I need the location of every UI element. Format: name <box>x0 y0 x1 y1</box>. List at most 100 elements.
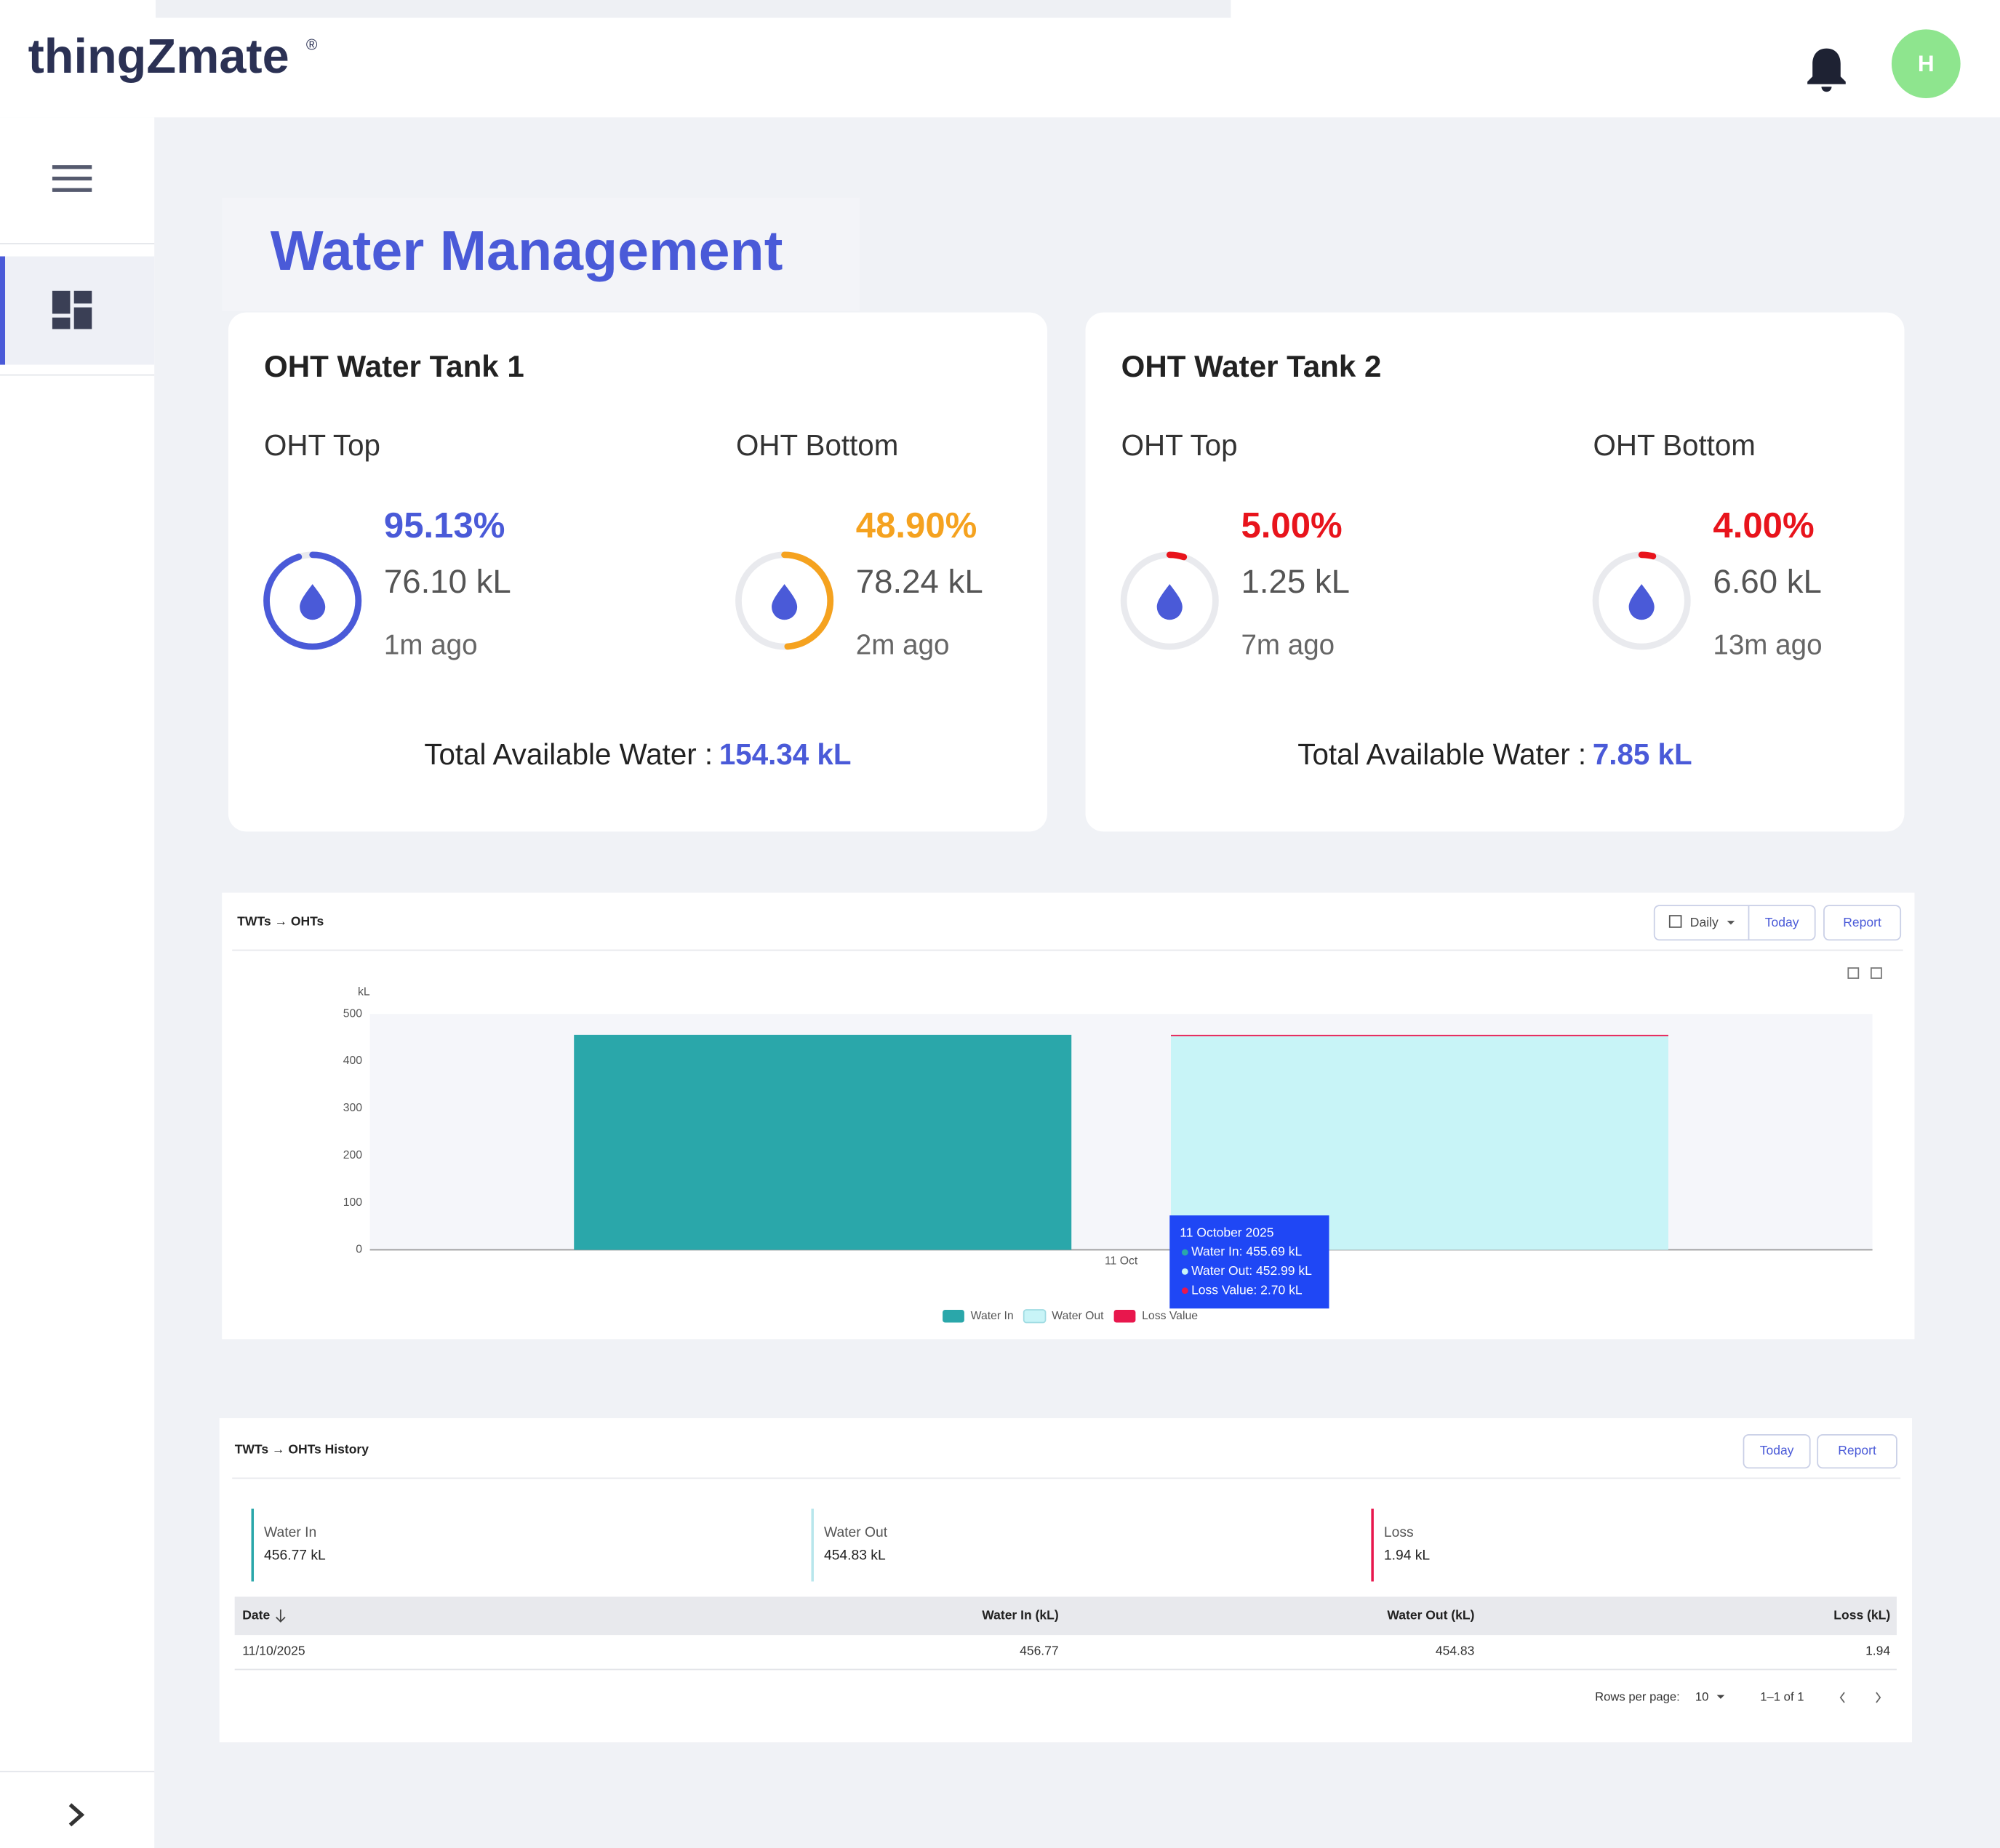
y-tick-label: 0 <box>356 1244 362 1256</box>
title-box <box>222 197 860 311</box>
column-header: Loss (kL) <box>1833 1607 1890 1622</box>
chart-title: TWTs → OHTs <box>237 913 324 928</box>
sidebar <box>0 117 155 1848</box>
y-tick-label: 100 <box>343 1196 363 1209</box>
report-button[interactable] <box>1823 905 1902 941</box>
summary-bar <box>251 1508 255 1582</box>
summary-label: Loss <box>1384 1525 1414 1540</box>
table-cell: 1.94 <box>1865 1644 1890 1658</box>
tooltip <box>1169 1215 1329 1309</box>
rows-per-page[interactable]: 10 <box>1695 1689 1709 1703</box>
period-group <box>1653 905 1816 941</box>
total-value: 154.34 kL <box>719 737 852 771</box>
sort-icon[interactable] <box>276 1609 286 1623</box>
summary-bar <box>811 1508 814 1582</box>
sensor-label: OHT Top <box>1121 428 1238 462</box>
bar <box>1171 1036 1669 1250</box>
caret <box>1727 921 1735 925</box>
tooltip-line: Water In: 455.69 kL <box>1191 1244 1302 1259</box>
legend-label: Water Out <box>1052 1310 1104 1322</box>
chart-layer: 0 100 200 300 400 500 11 Oct Water In Water Out L… <box>343 1007 1873 1324</box>
column-header: Water Out (kL) <box>1387 1607 1474 1622</box>
tooltip-line: Loss Value: 2.70 kL <box>1191 1282 1303 1297</box>
report-button[interactable] <box>1817 1433 1897 1469</box>
avatar-initial: H <box>1918 50 1935 76</box>
sensor-label: OHT Bottom <box>1593 428 1756 462</box>
today-button[interactable]: Today <box>1765 915 1799 929</box>
gauge-arc <box>735 551 834 650</box>
bell-icon[interactable] <box>1807 48 1846 92</box>
summary-label: Water Out <box>824 1525 888 1540</box>
updated: 7m ago <box>1241 629 1335 660</box>
expand-icon[interactable] <box>68 1803 85 1827</box>
tank-name: OHT Water Tank 2 <box>1121 349 1382 383</box>
bar <box>1171 1034 1669 1036</box>
drop-icon <box>1156 584 1183 620</box>
today-button[interactable] <box>1743 1433 1811 1469</box>
menu-icon[interactable] <box>52 165 92 192</box>
level-percent: 5.00% <box>1241 506 1342 545</box>
volume: 6.60 kL <box>1713 563 1822 600</box>
header-strip <box>155 0 1231 18</box>
updated: 2m ago <box>856 629 950 660</box>
y-tick-label: 500 <box>343 1007 363 1020</box>
drop-icon <box>300 584 326 620</box>
legend-swatch <box>1113 1309 1136 1323</box>
logo-mark: ® <box>306 37 318 54</box>
total-line: Total Available Water :7.85 kL <box>1297 737 1692 771</box>
updated: 1m ago <box>384 629 478 660</box>
tooltip-dot <box>1181 1268 1188 1275</box>
summary-value: 456.77 kL <box>264 1548 326 1564</box>
total-line: Total Available Water :154.34 kL <box>424 737 851 771</box>
logo: thingZmate <box>28 30 289 84</box>
history-panel <box>219 1418 1912 1743</box>
legend-label: Water In <box>971 1310 1014 1322</box>
summary-bar <box>1371 1508 1374 1582</box>
total-label: Total Available Water : <box>424 737 713 771</box>
y-axis-label: kL <box>358 985 370 998</box>
volume: 76.10 kL <box>384 563 511 600</box>
level-percent: 95.13% <box>384 506 505 545</box>
y-tick-label: 400 <box>343 1055 363 1067</box>
volume: 78.24 kL <box>856 563 983 600</box>
y-tick-label: 200 <box>343 1149 363 1161</box>
column-header: Water In (kL) <box>982 1607 1058 1622</box>
column-header: Date <box>242 1607 270 1622</box>
chart-toolbar[interactable] <box>1847 967 1882 979</box>
summary-value: 1.94 kL <box>1384 1548 1431 1564</box>
table-header <box>234 1596 1897 1636</box>
drop-icon <box>1628 584 1655 620</box>
history-title: TWTs → OHTs History <box>235 1441 369 1456</box>
x-tick-label: 11 Oct <box>1105 1255 1138 1268</box>
summary-value: 454.83 kL <box>824 1548 886 1564</box>
tooltip-line: Water Out: 452.99 kL <box>1191 1263 1312 1278</box>
tank-name: OHT Water Tank 1 <box>264 349 524 383</box>
summary-label: Water In <box>264 1525 316 1540</box>
caret <box>1716 1695 1725 1699</box>
report-button-label[interactable]: Report <box>1843 915 1881 929</box>
avatar[interactable] <box>1891 29 1961 99</box>
today-label[interactable]: Today <box>1760 1443 1794 1457</box>
rows-per-page-label: Rows per page: <box>1595 1689 1680 1703</box>
report-label[interactable]: Report <box>1838 1443 1876 1457</box>
bar <box>574 1034 1072 1250</box>
level-percent: 48.90% <box>856 506 977 545</box>
table-cell: 456.77 <box>1020 1644 1059 1658</box>
tooltip-title: 11 October 2025 <box>1180 1225 1273 1239</box>
drop-icon <box>772 584 798 620</box>
total-label: Total Available Water : <box>1297 737 1586 771</box>
header-bar <box>0 0 2000 118</box>
gauge-arc <box>263 551 362 650</box>
legend-swatch <box>943 1309 964 1323</box>
tank-card <box>1085 312 1905 832</box>
period-select[interactable]: Daily <box>1690 915 1719 929</box>
history-layer: Water In 456.77 kL Water Out 454.83 kL Loss 1… <box>234 1508 1897 1671</box>
updated: 13m ago <box>1713 629 1822 660</box>
y-tick-label: 300 <box>343 1102 363 1114</box>
dashboard-icon <box>52 290 92 329</box>
legend-label: Loss Value <box>1142 1310 1198 1322</box>
page-arrows[interactable] <box>1839 1692 1881 1703</box>
sensor-label: OHT Bottom <box>736 428 898 462</box>
tooltip-dot <box>1181 1287 1188 1295</box>
